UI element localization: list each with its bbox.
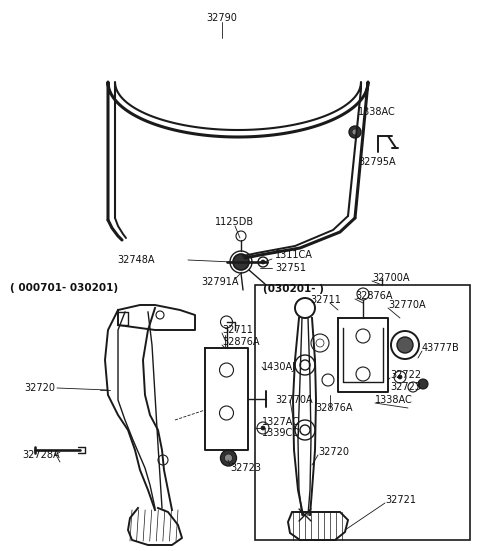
Text: 32791A: 32791A — [201, 277, 239, 287]
Text: 32722: 32722 — [390, 370, 421, 380]
Circle shape — [225, 454, 232, 462]
Text: 1327AC: 1327AC — [262, 417, 300, 427]
Circle shape — [418, 379, 428, 389]
Text: 32795A: 32795A — [358, 157, 396, 167]
Text: 1430AJ: 1430AJ — [262, 362, 296, 372]
Text: 32711: 32711 — [222, 325, 253, 335]
Text: 1125DB: 1125DB — [216, 217, 254, 227]
Circle shape — [397, 337, 413, 353]
Circle shape — [233, 254, 249, 270]
Text: 1338AC: 1338AC — [358, 107, 396, 117]
Circle shape — [352, 129, 358, 135]
Bar — [255, 285, 470, 540]
Text: 32748A: 32748A — [118, 255, 155, 265]
Text: 32720: 32720 — [318, 447, 349, 457]
Circle shape — [349, 126, 361, 138]
Text: 32723: 32723 — [390, 382, 421, 392]
Text: 1339CD: 1339CD — [262, 428, 301, 438]
Text: 1338AC: 1338AC — [375, 395, 413, 405]
Text: 32790: 32790 — [206, 13, 238, 23]
Text: 1311CA: 1311CA — [275, 250, 313, 260]
Text: 32876A: 32876A — [315, 403, 352, 413]
Circle shape — [261, 426, 265, 430]
Text: 32720: 32720 — [24, 383, 55, 393]
Text: 32700A: 32700A — [372, 273, 409, 283]
Text: 32711: 32711 — [310, 295, 341, 305]
Text: 43777B: 43777B — [422, 343, 460, 353]
Text: ( 000701- 030201): ( 000701- 030201) — [10, 283, 118, 293]
Text: 32770A: 32770A — [275, 395, 312, 405]
Text: 32751: 32751 — [275, 263, 306, 273]
Circle shape — [220, 450, 237, 466]
Circle shape — [398, 375, 402, 379]
Text: 32770A: 32770A — [388, 300, 426, 310]
Text: 32876A: 32876A — [355, 291, 393, 301]
Text: 32876A: 32876A — [222, 337, 260, 347]
Text: (030201- ): (030201- ) — [263, 284, 324, 294]
Circle shape — [261, 260, 265, 264]
Text: 32723: 32723 — [230, 463, 261, 473]
Text: 32728A: 32728A — [22, 450, 60, 460]
Text: 32721: 32721 — [385, 495, 416, 505]
